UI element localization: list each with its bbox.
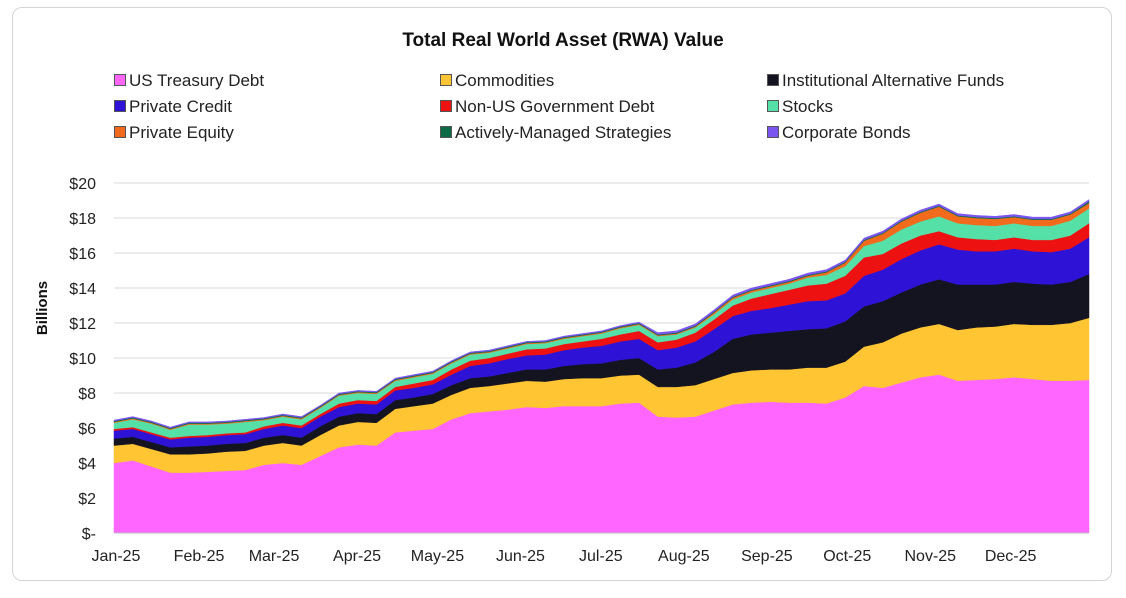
legend-swatch — [114, 100, 126, 112]
x-tick-label: Sep-25 — [741, 548, 793, 565]
legend-swatch — [114, 126, 126, 138]
legend-item: Institutional Alternative Funds — [767, 71, 1004, 91]
legend-swatch — [767, 74, 779, 86]
legend-swatch — [440, 126, 452, 138]
legend-label: Stocks — [782, 97, 834, 116]
y-tick-label: $20 — [69, 176, 96, 193]
legend-swatch — [440, 74, 452, 86]
y-tick-label: $18 — [69, 211, 96, 228]
legend-item: Stocks — [767, 97, 833, 117]
x-tick-label: Mar-25 — [249, 548, 300, 565]
y-axis-ticks: $- $2 $4 $6 $8 $10 $12 $14 $16 $18 $20 — [69, 176, 96, 543]
x-tick-label: Feb-25 — [174, 548, 225, 565]
legend-label: Corporate Bonds — [782, 123, 911, 142]
legend-label: Actively-Managed Strategies — [455, 123, 672, 142]
y-tick-label: $14 — [69, 281, 96, 298]
x-tick-label: May-25 — [411, 548, 464, 565]
x-tick-label: Oct-25 — [823, 548, 871, 565]
legend-label: Commodities — [455, 71, 555, 90]
x-tick-label: Jun-25 — [496, 548, 545, 565]
y-tick-label: $16 — [69, 246, 96, 263]
x-tick-label: Jan-25 — [92, 548, 141, 565]
legend-item: Corporate Bonds — [767, 123, 911, 143]
area-series — [113, 199, 1090, 534]
y-axis-label: Billions — [34, 281, 51, 335]
legend-swatch — [767, 100, 779, 112]
area-corporate-bonds — [113, 199, 1090, 429]
legend-item: Commodities — [440, 71, 554, 91]
x-tick-label: Apr-25 — [333, 548, 381, 565]
x-tick-label: Nov-25 — [904, 548, 956, 565]
y-tick-label: $4 — [78, 456, 96, 473]
legend-item: Private Credit — [114, 97, 232, 117]
y-tick-label: $2 — [78, 491, 96, 508]
legend-item: Private Equity — [114, 123, 234, 143]
legend-swatch — [440, 100, 452, 112]
legend-item: US Treasury Debt — [114, 71, 264, 91]
y-tick-label: $- — [82, 526, 96, 543]
legend-swatch — [767, 126, 779, 138]
chart-title: Total Real World Asset (RWA) Value — [402, 30, 724, 51]
legend-label: Private Equity — [129, 123, 234, 142]
y-tick-label: $10 — [69, 351, 96, 368]
legend-label: Private Credit — [129, 97, 232, 116]
x-tick-label: Jul-25 — [579, 548, 623, 565]
y-tick-label: $8 — [78, 386, 96, 403]
x-tick-label: Aug-25 — [658, 548, 710, 565]
y-tick-label: $6 — [78, 421, 96, 438]
legend-label: Non-US Government Debt — [455, 97, 655, 116]
legend-label: US Treasury Debt — [129, 71, 265, 90]
legend-swatch — [114, 74, 126, 86]
x-axis-ticks: Jan-25 Feb-25 Mar-25 Apr-25 May-25 Jun-25 Jul-… — [92, 548, 1037, 565]
x-tick-label: Dec-25 — [985, 548, 1037, 565]
legend-item: Non-US Government Debt — [440, 97, 654, 117]
legend-item: Actively-Managed Strategies — [440, 123, 671, 143]
legend-label: Institutional Alternative Funds — [782, 71, 1005, 90]
y-tick-label: $12 — [69, 316, 96, 333]
